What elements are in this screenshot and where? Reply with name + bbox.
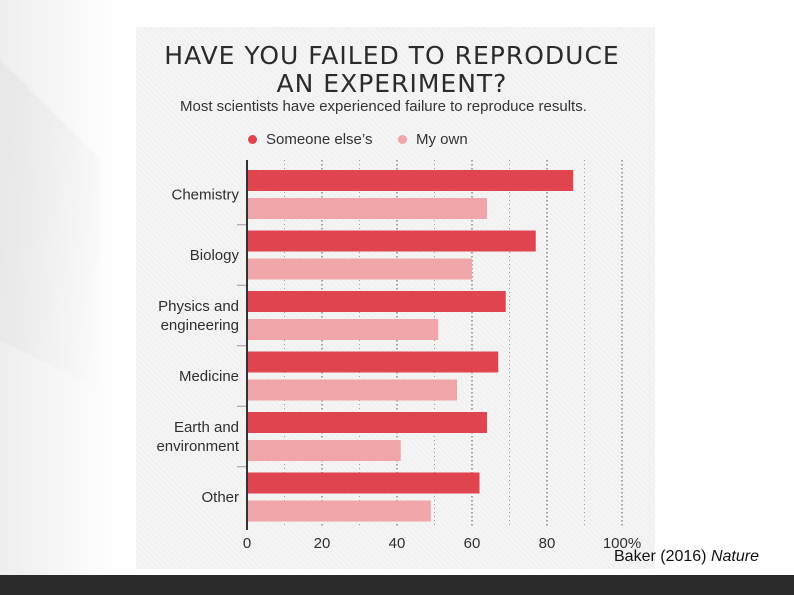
bar bbox=[247, 440, 401, 461]
chart-title-line-1: HAVE YOU FAILED TO REPRODUCE bbox=[164, 41, 620, 70]
category-label: Chemistry bbox=[171, 187, 239, 204]
citation-author: Baker (2016) bbox=[614, 548, 707, 565]
legend-label-someone-else: Someone else’s bbox=[266, 131, 373, 148]
bar bbox=[247, 500, 431, 522]
legend-swatch-someone-else bbox=[248, 135, 257, 144]
category-label: Physics and bbox=[158, 298, 239, 315]
slide-footer-bar bbox=[0, 575, 794, 595]
bar bbox=[247, 351, 499, 373]
citation: Baker (2016) Nature bbox=[614, 548, 759, 566]
bar bbox=[247, 319, 439, 340]
chart-title-line-2: AN EXPERIMENT? bbox=[276, 69, 508, 98]
bar bbox=[247, 258, 472, 280]
bar bbox=[247, 291, 506, 312]
legend-swatch-my-own bbox=[398, 135, 407, 144]
bar bbox=[247, 412, 487, 433]
category-label: environment bbox=[156, 438, 239, 455]
category-label: Other bbox=[201, 489, 239, 506]
category-label: engineering bbox=[161, 317, 239, 334]
x-tick-label: 60 bbox=[464, 535, 481, 552]
x-tick-label: 20 bbox=[314, 535, 331, 552]
x-tick-label: 40 bbox=[389, 535, 406, 552]
bar bbox=[247, 230, 536, 252]
legend-label-my-own: My own bbox=[416, 131, 468, 148]
x-tick-label: 0 bbox=[243, 535, 251, 552]
chart-subtitle: Most scientists have experienced failure… bbox=[180, 98, 587, 115]
x-tick-label: 100% bbox=[603, 535, 641, 552]
bar bbox=[247, 379, 457, 401]
category-label: Biology bbox=[190, 247, 240, 264]
citation-journal: Nature bbox=[710, 548, 759, 565]
bar bbox=[247, 472, 480, 494]
category-label: Medicine bbox=[179, 368, 239, 385]
legend-item-someone-else: Someone else’s bbox=[248, 131, 372, 148]
bar bbox=[247, 198, 487, 219]
category-label: Earth and bbox=[174, 419, 239, 436]
chart-panel bbox=[136, 27, 655, 569]
x-tick-label: 80 bbox=[539, 535, 556, 552]
legend-item-my-own: My own bbox=[398, 131, 468, 148]
bar bbox=[247, 170, 574, 191]
